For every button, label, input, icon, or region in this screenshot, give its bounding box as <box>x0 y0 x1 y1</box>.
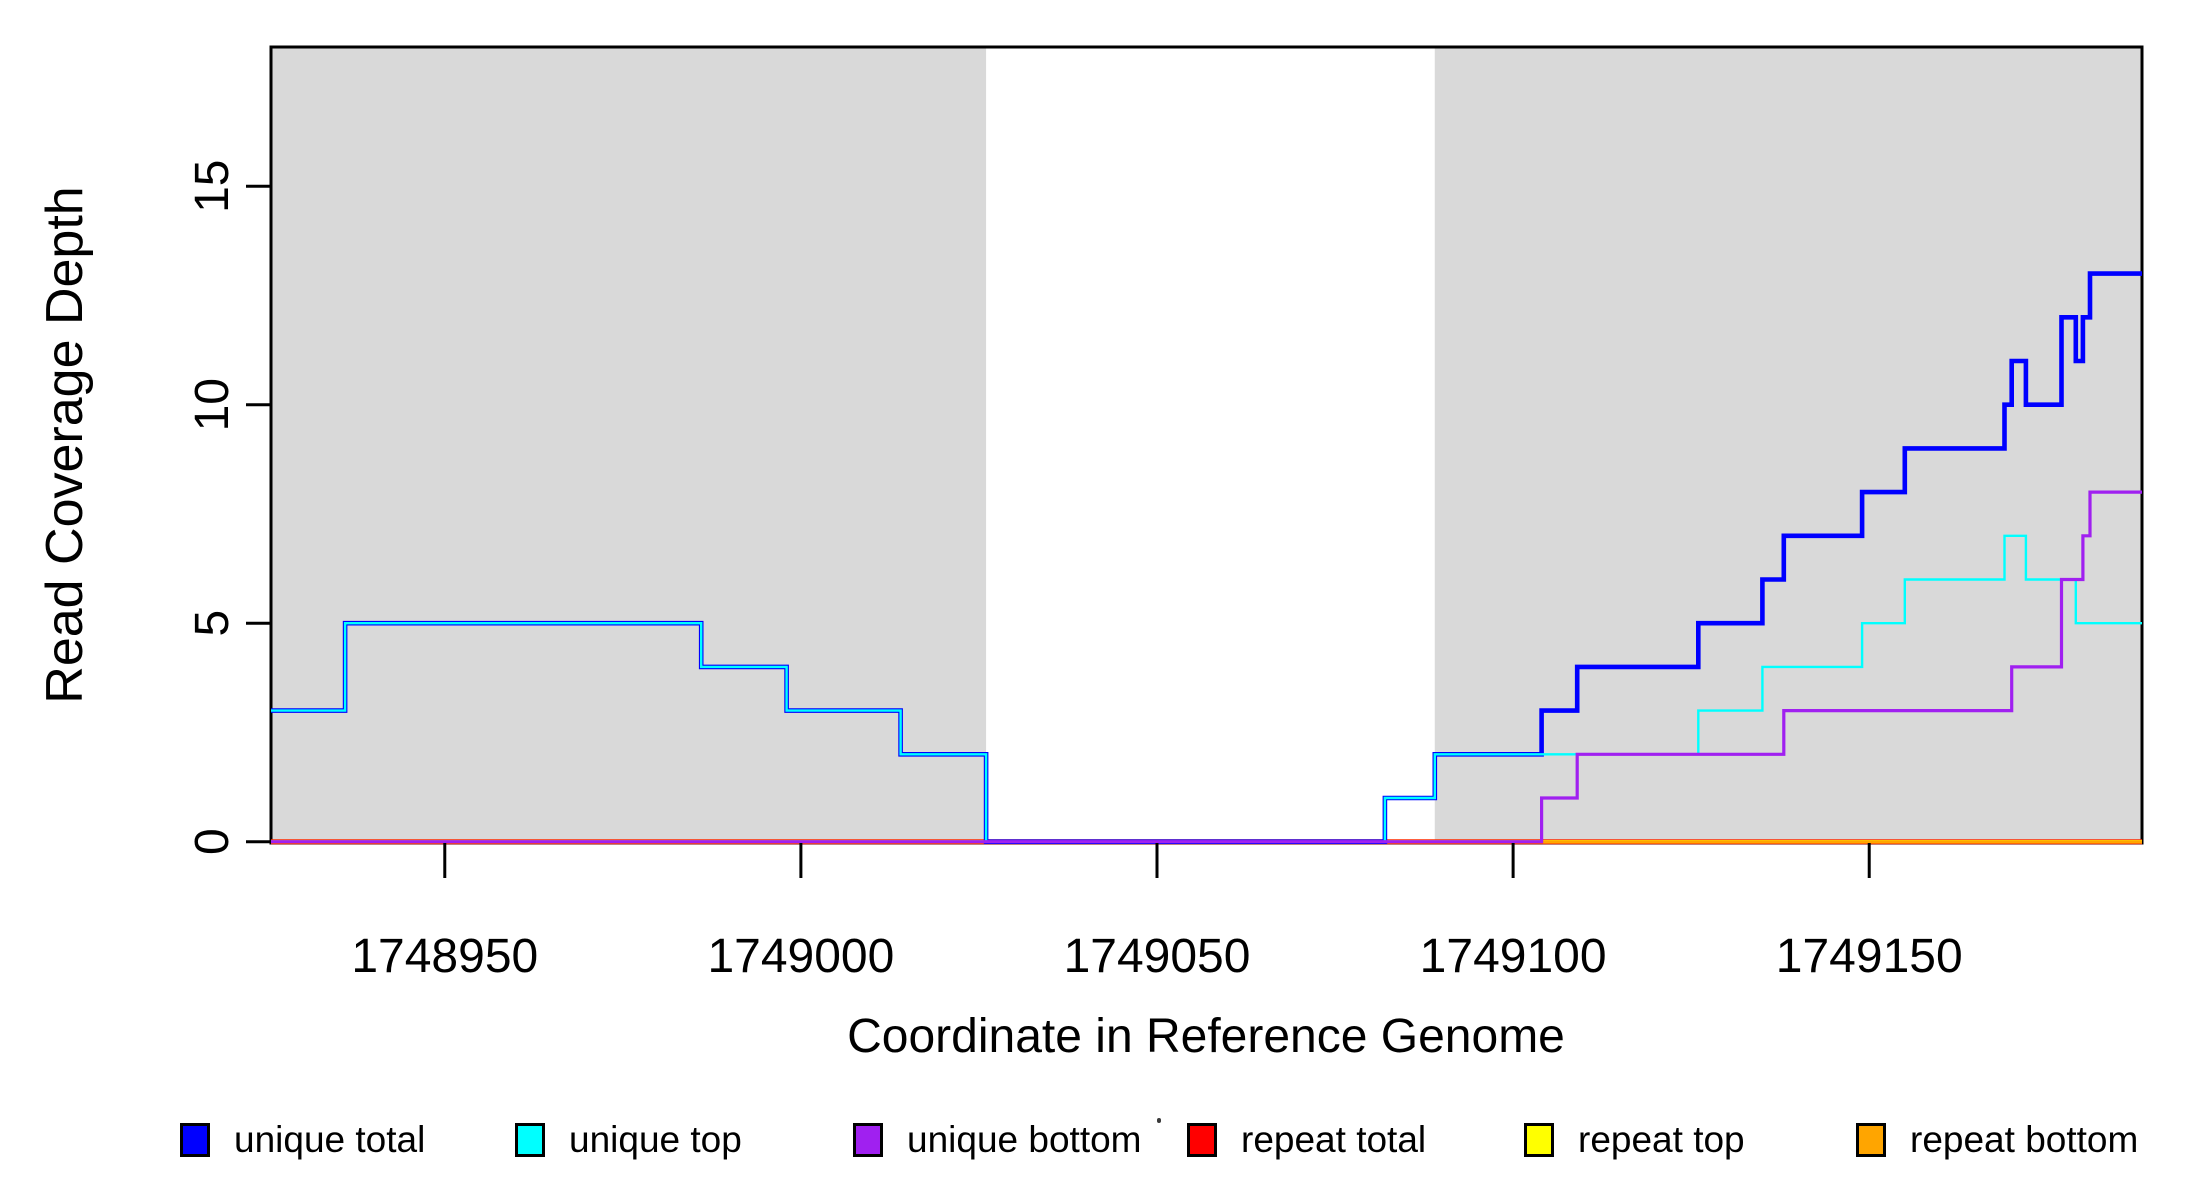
legend-swatch-unique-total <box>180 1123 210 1157</box>
y-tick-label: 15 <box>186 160 239 213</box>
legend-swatch-repeat-top <box>1524 1123 1554 1157</box>
legend-swatch-unique-top <box>515 1123 545 1157</box>
legend-label: unique bottom <box>907 1119 1142 1160</box>
y-tick-label: 0 <box>186 828 239 855</box>
legend-label: unique top <box>569 1119 742 1160</box>
plot-legend: unique total unique top unique bottom repea… <box>0 1118 2200 1168</box>
legend-label: repeat top <box>1578 1119 1745 1160</box>
series-line-unique-top <box>271 534 2142 843</box>
x-tick-label: 1748950 <box>351 930 538 983</box>
shaded-region-0 <box>271 48 987 842</box>
legend-swatch-repeat-total <box>1187 1123 1217 1157</box>
legend-item-repeat-total: repeat total <box>1187 1118 1426 1162</box>
legend-item-repeat-bottom: repeat bottom <box>1856 1118 2138 1162</box>
x-tick-label: 1749150 <box>1776 930 1963 983</box>
x-tick-label: 1749100 <box>1420 930 1607 983</box>
legend-label: repeat total <box>1241 1119 1427 1160</box>
y-tick-label: 5 <box>186 610 239 637</box>
legend-item-repeat-top: repeat top <box>1524 1118 1745 1162</box>
stray-dot <box>1157 1118 1161 1123</box>
legend-label: unique total <box>234 1119 426 1160</box>
legend-swatch-unique-bottom <box>853 1123 883 1157</box>
x-axis-title: Coordinate in Reference Genome <box>847 1010 1565 1063</box>
y-tick-label: 10 <box>186 378 239 431</box>
x-tick-label: 1749000 <box>707 930 894 983</box>
y-axis-title: Read Coverage Depth <box>36 186 94 703</box>
series-line-unique-bottom <box>271 490 2142 844</box>
legend-label: repeat bottom <box>1910 1119 2139 1160</box>
x-tick-label: 1749050 <box>1064 930 1251 983</box>
legend-item-unique-bottom: unique bottom <box>853 1118 1142 1162</box>
legend-item-unique-total: unique total <box>180 1118 425 1162</box>
legend-swatch-repeat-bottom <box>1856 1123 1886 1157</box>
legend-item-unique-top: unique top <box>515 1118 742 1162</box>
